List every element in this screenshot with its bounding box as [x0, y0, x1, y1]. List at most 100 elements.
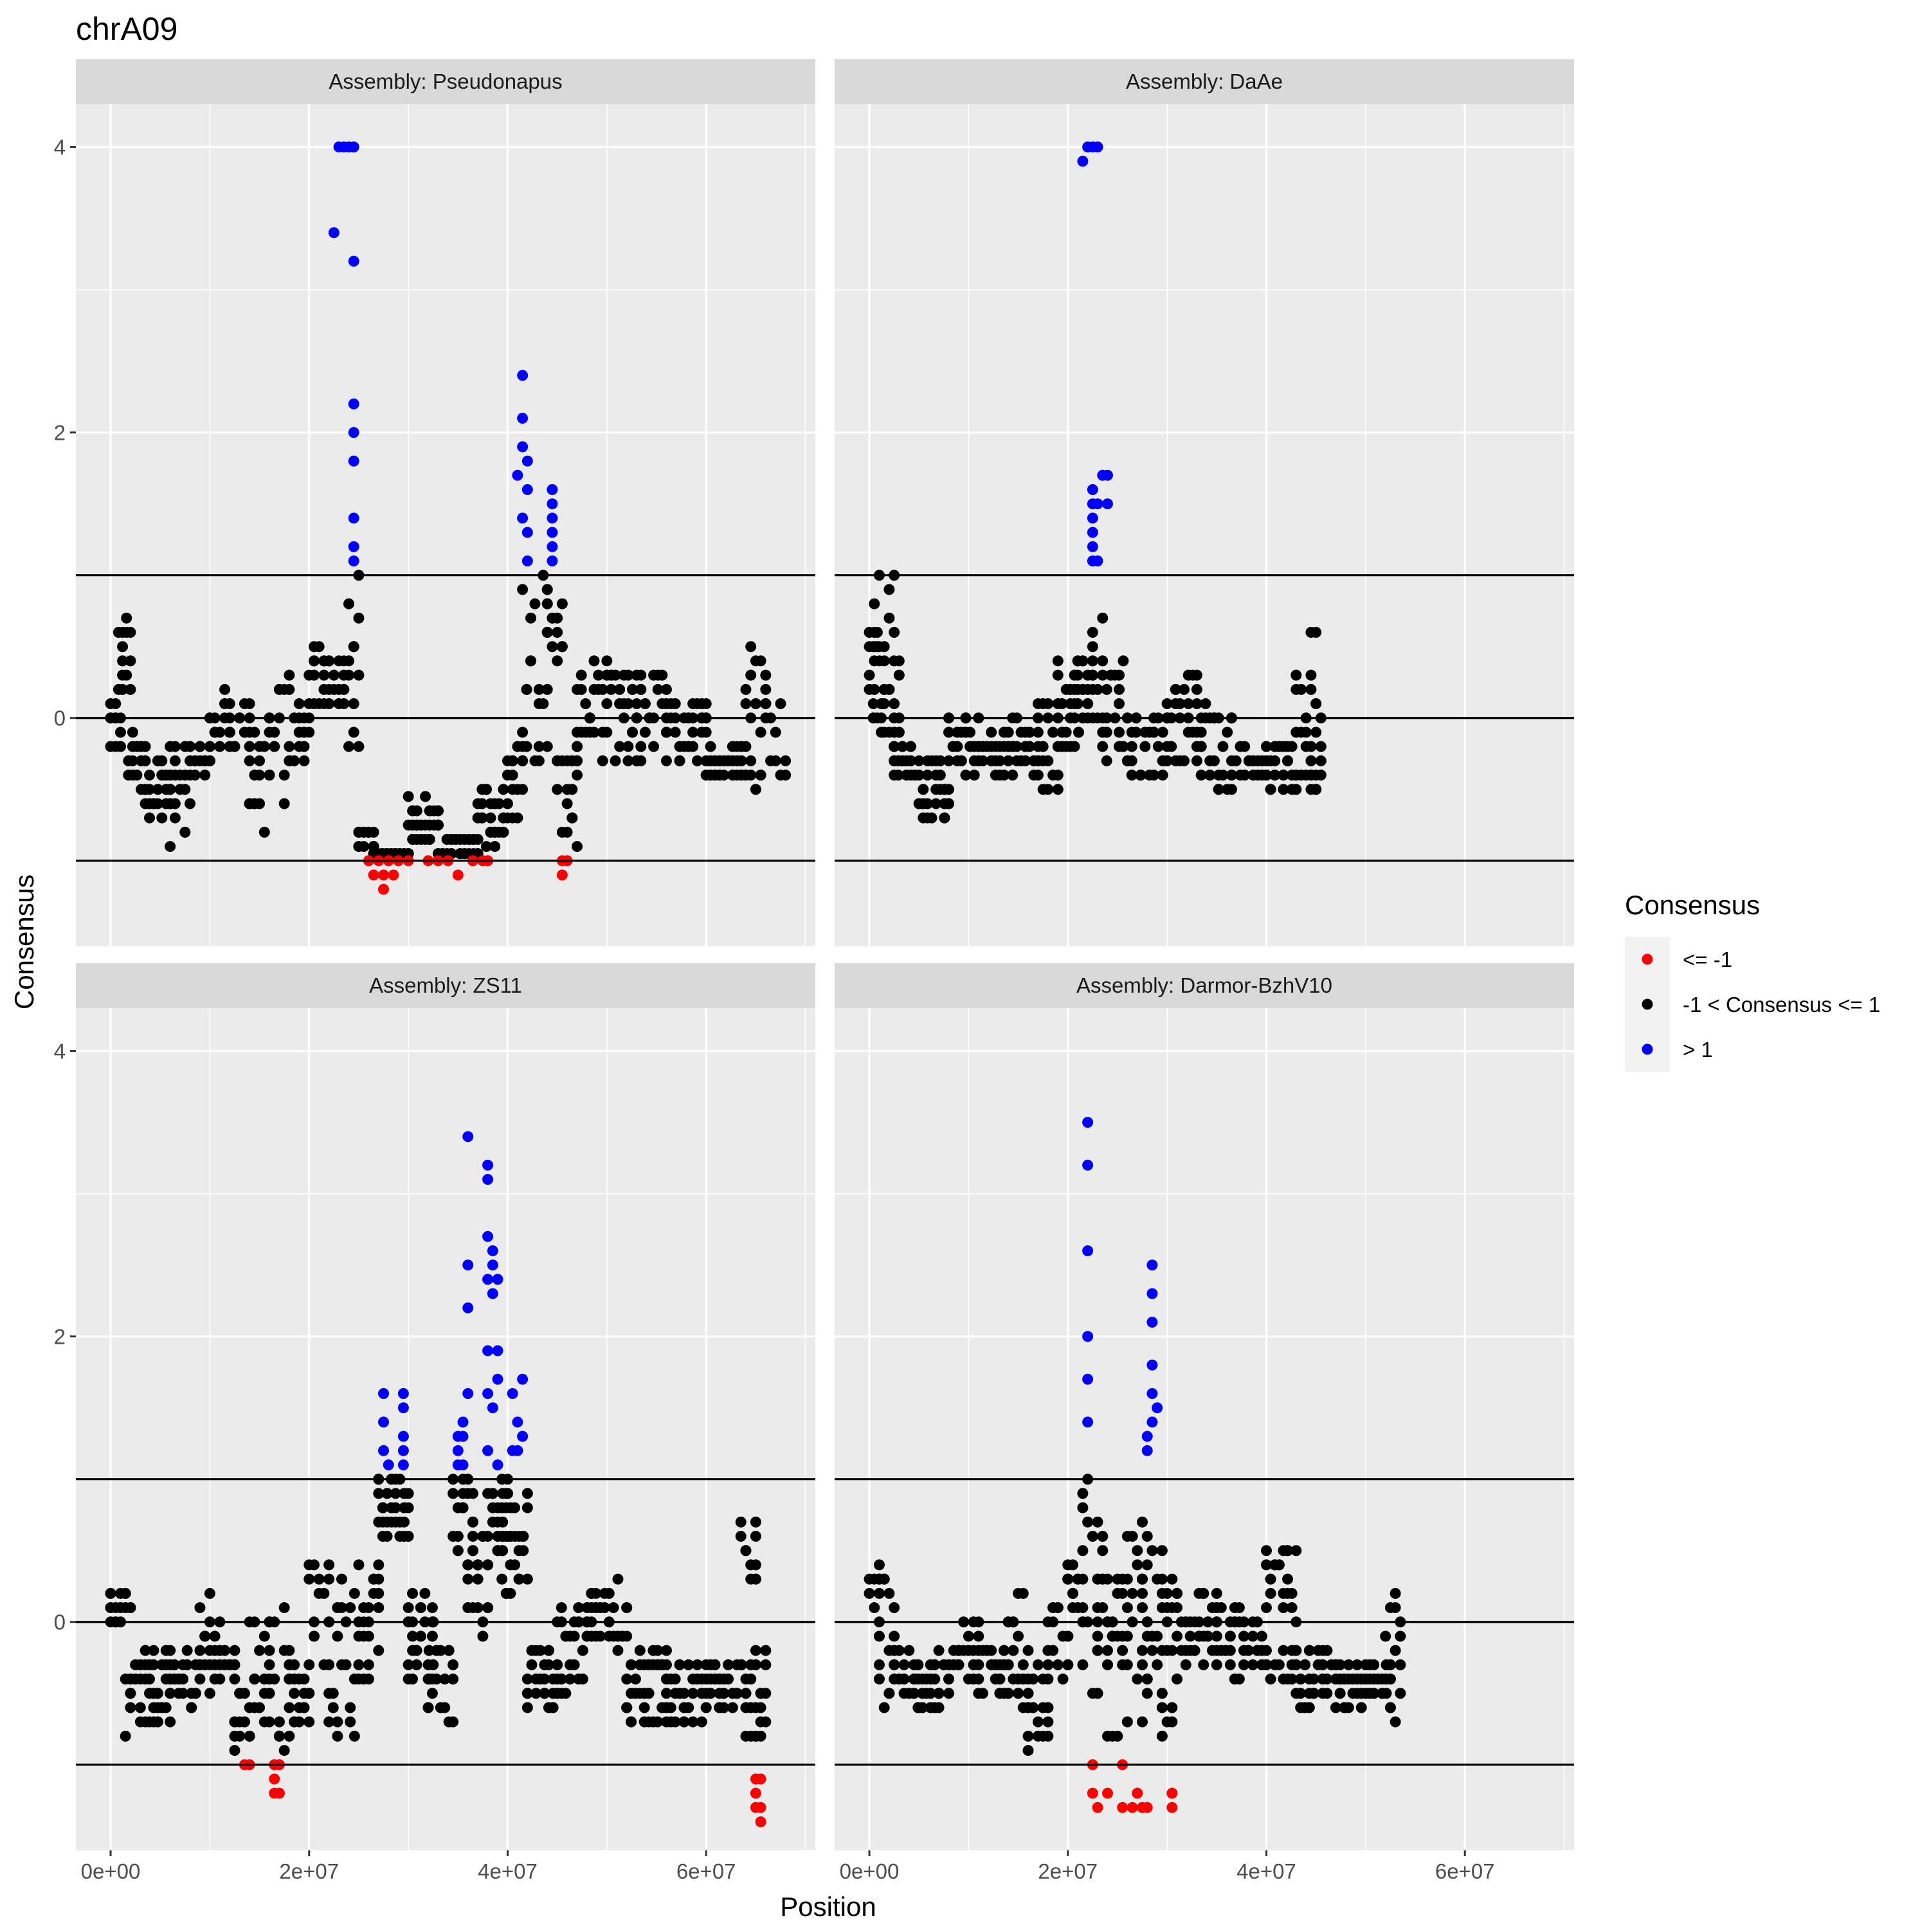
data-point: [431, 1674, 442, 1685]
data-point: [140, 1645, 151, 1656]
data-point: [439, 1674, 451, 1685]
data-point: [770, 727, 781, 738]
data-point: [556, 641, 568, 653]
data-point: [1156, 1688, 1168, 1699]
data-point: [502, 798, 513, 809]
data-point: [273, 1730, 285, 1742]
facet-panel: Assembly: ZS11 0 2 4 0e+00 2e+07 4e+07 6e+07: [54, 963, 815, 1883]
data-point: [590, 1587, 602, 1599]
data-point: [368, 869, 379, 881]
data-point: [1247, 1659, 1258, 1670]
data-point: [278, 770, 290, 781]
facet-panel: Assembly: Pseudonapus 0 2 4: [54, 59, 815, 946]
data-point: [298, 1702, 310, 1713]
data-point: [254, 798, 266, 809]
data-point: [963, 1630, 974, 1642]
data-point: [869, 627, 880, 638]
data-point: [125, 1702, 136, 1713]
data-point: [278, 1602, 290, 1614]
data-point: [1260, 1645, 1272, 1656]
data-point: [1032, 727, 1044, 738]
data-point: [513, 1573, 525, 1585]
data-point: [1087, 641, 1098, 653]
data-point: [1121, 1573, 1133, 1585]
data-point: [1101, 1787, 1113, 1799]
facet-strip: [835, 59, 1574, 104]
data-point: [185, 798, 196, 809]
data-point: [214, 741, 226, 752]
data-point: [482, 1602, 494, 1614]
data-point: [755, 1702, 766, 1713]
data-point: [1062, 1630, 1074, 1642]
data-point: [165, 1688, 176, 1699]
data-point: [497, 1516, 509, 1528]
data-point: [878, 1702, 890, 1713]
data-point: [755, 1773, 766, 1785]
data-point: [723, 1674, 734, 1685]
data-point: [219, 1645, 231, 1656]
data-point: [229, 1674, 240, 1685]
data-point: [168, 1659, 180, 1670]
data-point: [652, 683, 664, 695]
data-point: [660, 1688, 672, 1699]
data-point: [229, 1745, 240, 1756]
data-point: [1265, 1587, 1276, 1599]
data-point: [929, 1659, 941, 1670]
data-point: [1077, 655, 1089, 667]
data-point: [622, 741, 634, 752]
data-point: [1146, 1259, 1158, 1271]
data-point: [1013, 1688, 1024, 1699]
data-point: [933, 1688, 945, 1699]
data-point: [345, 1716, 356, 1728]
data-point: [1087, 512, 1098, 524]
data-point: [353, 1559, 365, 1571]
data-point: [889, 627, 900, 638]
data-point: [181, 1645, 193, 1656]
data-point: [348, 141, 359, 153]
data-point: [1137, 1716, 1148, 1728]
data-point: [482, 1387, 494, 1399]
data-point: [750, 1559, 761, 1571]
data-point: [1291, 784, 1302, 795]
legend: Consensus <= -1 -1 < Consensus <= 1 > 1: [1625, 890, 1880, 1072]
data-point: [117, 683, 129, 695]
data-point: [407, 1587, 419, 1599]
data-point: [165, 1645, 176, 1656]
data-point: [735, 1516, 747, 1528]
data-point: [1321, 1688, 1333, 1699]
data-point: [1380, 1674, 1391, 1685]
data-point: [1390, 1602, 1401, 1614]
data-point: [480, 841, 492, 853]
data-point: [1008, 1645, 1019, 1656]
data-point: [1260, 741, 1272, 752]
data-point: [152, 784, 163, 795]
data-point: [525, 655, 536, 667]
data-point: [1082, 1373, 1094, 1385]
data-point: [565, 1674, 576, 1685]
data-point: [691, 1659, 703, 1670]
data-point: [498, 784, 509, 795]
data-point: [313, 1573, 325, 1585]
data-point: [1126, 755, 1137, 766]
data-point: [1077, 1602, 1089, 1614]
data-point: [1291, 669, 1302, 681]
data-point: [621, 1630, 633, 1642]
data-point: [1260, 1659, 1272, 1670]
data-point: [269, 741, 280, 752]
data-point: [1355, 1702, 1367, 1713]
data-point: [913, 755, 925, 766]
data-point: [731, 1688, 743, 1699]
data-point: [652, 1716, 664, 1728]
data-point: [994, 1674, 1006, 1685]
data-point: [1384, 1659, 1396, 1670]
data-point: [705, 741, 716, 752]
facet-strip: [835, 963, 1574, 1008]
data-point: [1208, 755, 1220, 766]
data-point: [1024, 741, 1035, 752]
data-point: [117, 655, 129, 667]
data-point: [1295, 1688, 1307, 1699]
data-point: [284, 669, 295, 681]
data-point: [462, 1387, 474, 1399]
data-point: [348, 427, 359, 438]
data-point: [313, 641, 325, 653]
